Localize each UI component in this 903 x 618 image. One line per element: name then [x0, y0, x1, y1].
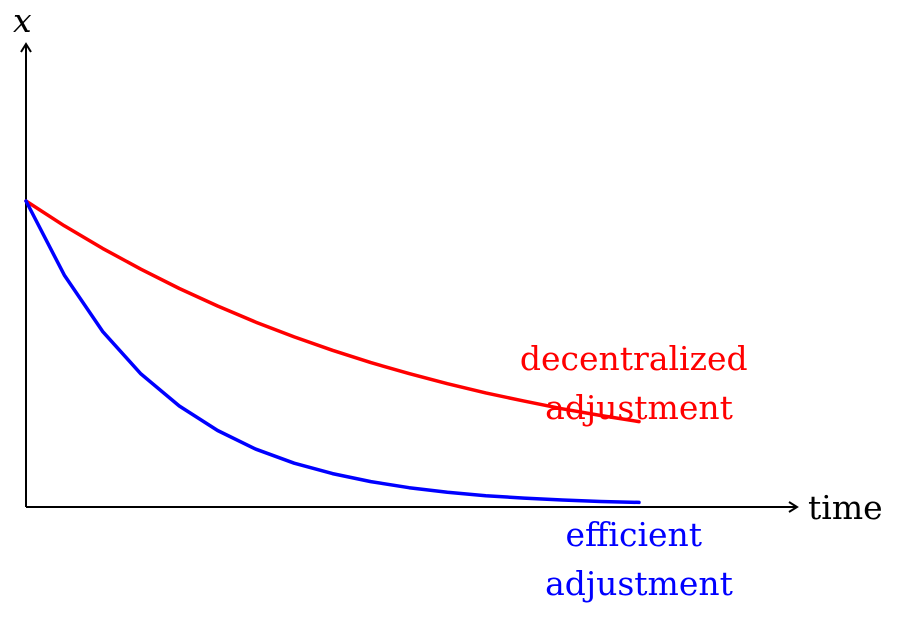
y-axis-label: x	[13, 1, 32, 40]
efficient-adjustment-label-line-1: efficient	[565, 515, 702, 554]
decentralized-adjustment-label-line-1: decentralized	[520, 339, 748, 378]
decentralized-adjustment-line	[24, 199, 641, 424]
decentralized-adjustment-label: decentralized adjustment	[520, 339, 758, 427]
efficient-adjustment-label-line-2: adjustment	[545, 564, 733, 603]
decentralized-adjustment-label-line-2: adjustment	[545, 388, 733, 427]
x-axis-label: time	[808, 488, 883, 527]
efficient-adjustment-line	[24, 199, 641, 505]
efficient-adjustment-label: efficient adjustment	[545, 515, 733, 603]
